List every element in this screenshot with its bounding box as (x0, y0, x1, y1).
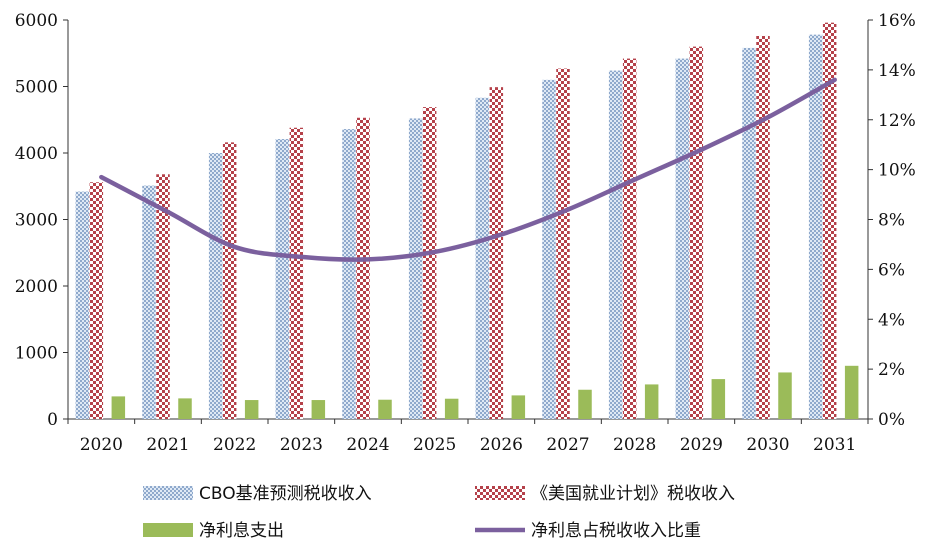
bar-series-2-2027 (556, 68, 570, 420)
bar-series-1-2031 (808, 34, 823, 419)
legend-label-1: CBO基准预测税收收入 (199, 484, 372, 504)
right-tick-label: 14% (878, 61, 916, 81)
right-tick-label: 8% (878, 211, 905, 231)
x-tick-label: 2025 (413, 435, 456, 455)
bar-series-2-2031 (822, 22, 837, 419)
left-tick-label: 4000 (15, 144, 58, 164)
right-tick-label: 6% (878, 260, 905, 280)
x-tick-label: 2030 (746, 435, 789, 455)
legend-swatch-1 (143, 486, 193, 500)
right-tick-label: 0% (878, 410, 905, 430)
right-tick-label: 16% (878, 11, 916, 31)
bar-series-2-2028 (622, 58, 637, 419)
legend-swatch-3 (143, 523, 193, 537)
bar-series-2-2026 (489, 87, 504, 419)
x-tick-label: 2027 (546, 435, 589, 455)
x-tick-label: 2021 (146, 435, 189, 455)
bar-series-2-2024 (356, 117, 370, 419)
bar-series-3-2023 (311, 400, 326, 419)
line-interest-ratio (99, 77, 837, 262)
bar-series-3-2030 (778, 372, 792, 419)
bar-series-2-2029 (689, 46, 704, 419)
bar-series-2-2030 (756, 35, 770, 420)
bar-series-3-2031 (844, 365, 859, 419)
bar-series-1-2022 (208, 153, 223, 419)
bar-series-1-2026 (475, 97, 490, 420)
left-tick-label: 6000 (15, 11, 58, 31)
x-tick-label: 2029 (680, 435, 723, 455)
legend-label-4: 净利息占税收收入比重 (531, 521, 701, 541)
x-tick-label: 2023 (280, 435, 323, 455)
bar-series-1-2020 (75, 191, 90, 419)
bar-series-1-2023 (275, 139, 290, 419)
left-tick-label: 1000 (15, 344, 58, 364)
left-tick-label: 0 (47, 410, 58, 430)
x-tick-label: 2031 (813, 435, 856, 455)
bar-series-3-2026 (511, 395, 526, 419)
bar-series-3-2022 (244, 400, 259, 419)
bar-series-1-2025 (408, 118, 423, 420)
bar-series-1-2030 (742, 47, 756, 420)
right-tick-label: 2% (878, 360, 905, 380)
x-tick-label: 2024 (346, 435, 389, 455)
bar-series-1-2028 (608, 70, 623, 419)
bar-series-1-2021 (142, 185, 156, 419)
bar-series-2-2020 (89, 182, 104, 419)
bar-series-3-2024 (378, 399, 392, 419)
bar-series-1-2029 (675, 58, 690, 419)
bar-series-3-2021 (178, 398, 192, 419)
left-tick-label: 2000 (15, 277, 58, 297)
bar-series-3-2020 (111, 396, 126, 419)
x-tick-label: 2026 (480, 435, 523, 455)
left-tick-label: 3000 (15, 211, 58, 231)
left-tick-label: 5000 (15, 78, 58, 98)
x-tick-label: 2022 (213, 435, 256, 455)
bar-series-2-2021 (156, 174, 170, 419)
bar-series-2-2025 (422, 107, 437, 420)
right-tick-label: 12% (878, 111, 916, 131)
legend-swatch-2 (475, 486, 525, 500)
bar-series-3-2027 (578, 389, 592, 419)
x-tick-label: 2028 (613, 435, 656, 455)
right-tick-label: 10% (878, 161, 916, 181)
right-tick-label: 4% (878, 310, 905, 330)
legend-label-2: 《美国就业计划》税收收入 (531, 484, 735, 504)
bar-series-2-2022 (222, 142, 237, 420)
bar-series-3-2025 (444, 398, 459, 419)
bar-series-3-2028 (644, 384, 659, 419)
bar-series-1-2027 (542, 79, 556, 419)
x-tick-label: 2020 (80, 435, 123, 455)
legend-label-3: 净利息支出 (199, 521, 284, 541)
bar-series-2-2023 (289, 127, 304, 419)
bar-series-1-2024 (342, 129, 356, 419)
bar-series-3-2029 (711, 379, 726, 419)
